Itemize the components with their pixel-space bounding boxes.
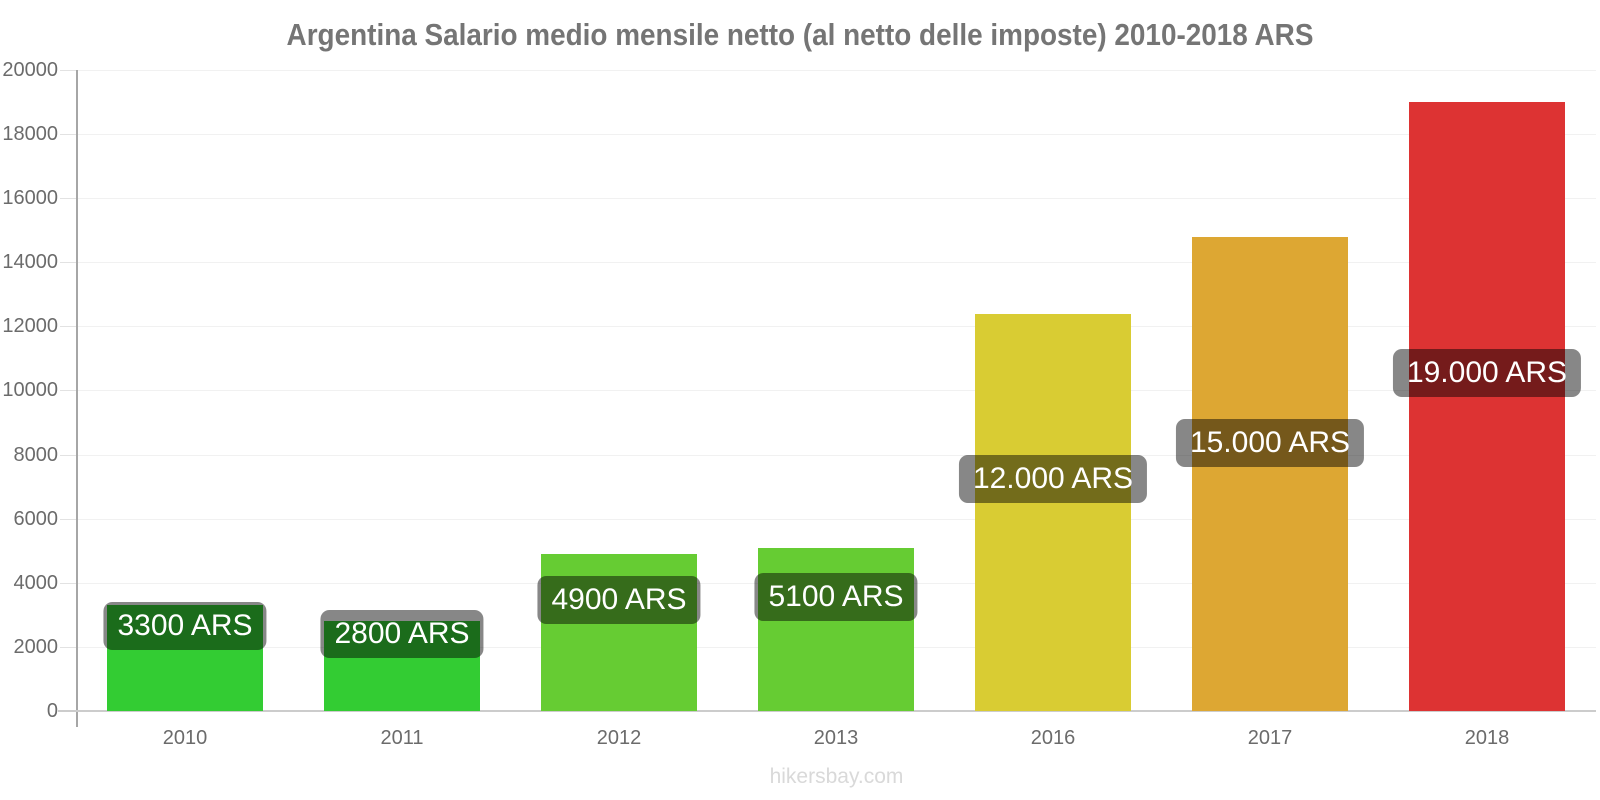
y-tick-10000 xyxy=(60,390,77,391)
bar-2011 xyxy=(324,621,480,711)
gridline-14000 xyxy=(77,262,1596,263)
y-tick-label-14000: 14000 xyxy=(2,251,58,273)
y-tick-18000 xyxy=(60,134,77,135)
y-tick-label-10000: 10000 xyxy=(2,379,58,401)
bar-2013 xyxy=(758,548,914,711)
bar-value-label-2013: 5100 ARS xyxy=(754,573,918,621)
y-tick-label-20000: 20000 xyxy=(2,59,58,81)
gridline-10000 xyxy=(77,390,1596,391)
chart-title: Argentina Salario medio mensile netto (a… xyxy=(286,17,1314,52)
y-axis-line xyxy=(76,70,78,727)
bar-2017 xyxy=(1192,237,1348,711)
watermark: hikersbay.com xyxy=(769,765,904,788)
x-tick-label-2013: 2013 xyxy=(813,727,859,749)
bar-value-label-2017: 15.000 ARS xyxy=(1175,419,1365,467)
bar-2010 xyxy=(107,605,263,711)
bar-value-label-2016: 12.000 ARS xyxy=(958,455,1148,503)
y-tick-14000 xyxy=(60,262,77,263)
x-tick-label-2018: 2018 xyxy=(1464,727,1510,749)
y-tick-6000 xyxy=(60,519,77,520)
bar-value-label-2011: 2800 ARS xyxy=(320,610,484,658)
y-tick-label-16000: 16000 xyxy=(2,187,58,209)
gridline-6000 xyxy=(77,519,1596,520)
y-tick-label-4000: 4000 xyxy=(13,572,59,594)
bar-2016 xyxy=(975,314,1131,711)
y-tick-label-6000: 6000 xyxy=(13,508,59,530)
gridline-20000 xyxy=(77,70,1596,71)
bar-2018 xyxy=(1409,102,1565,711)
bar-2012 xyxy=(541,554,697,711)
x-tick-label-2010: 2010 xyxy=(162,727,208,749)
x-axis-line xyxy=(58,710,1596,712)
y-tick-label-18000: 18000 xyxy=(2,123,58,145)
x-tick-label-2011: 2011 xyxy=(380,727,424,749)
y-tick-12000 xyxy=(60,326,77,327)
y-tick-label-2000: 2000 xyxy=(13,636,59,658)
y-tick-16000 xyxy=(60,198,77,199)
bar-value-label-2010: 3300 ARS xyxy=(103,602,267,650)
bar-value-label-2018: 19.000 ARS xyxy=(1392,349,1582,397)
x-tick-label-2016: 2016 xyxy=(1030,727,1076,749)
bar-value-label-2012: 4900 ARS xyxy=(537,576,701,624)
gridline-8000 xyxy=(77,455,1596,456)
x-tick-label-2012: 2012 xyxy=(596,727,642,749)
y-tick-8000 xyxy=(60,455,77,456)
y-tick-label-12000: 12000 xyxy=(2,315,58,337)
y-tick-20000 xyxy=(60,70,77,71)
y-tick-2000 xyxy=(60,647,77,648)
y-tick-label-8000: 8000 xyxy=(13,444,59,466)
y-tick-label-0: 0 xyxy=(46,700,58,722)
gridline-12000 xyxy=(77,326,1596,327)
y-tick-4000 xyxy=(60,583,77,584)
gridline-16000 xyxy=(77,198,1596,199)
x-tick-label-2017: 2017 xyxy=(1247,727,1293,749)
gridline-18000 xyxy=(77,134,1596,135)
